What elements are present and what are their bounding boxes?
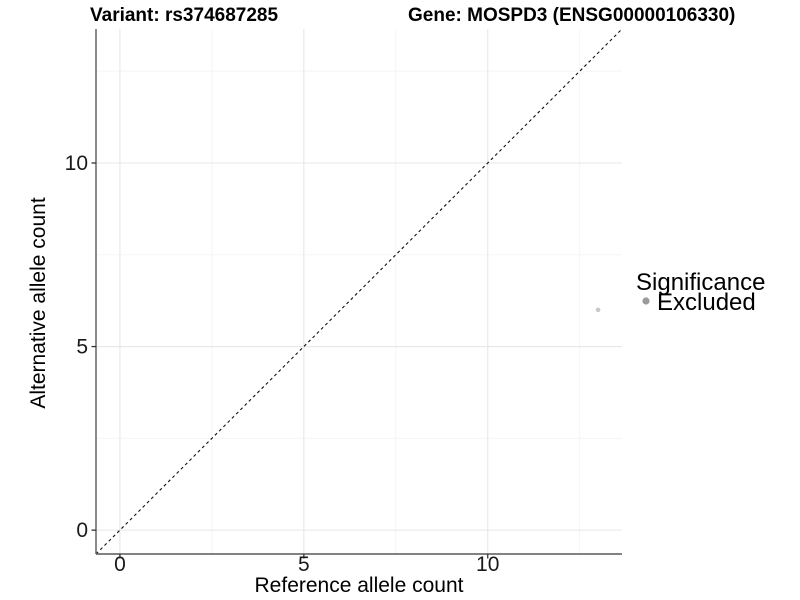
plot-title-gene: Gene: MOSPD3 (ENSG00000106330) — [408, 5, 735, 26]
legend-item-label: Excluded — [657, 289, 756, 316]
plot-panel: 0 5 10 0 5 10 — [65, 28, 623, 576]
x-tick-label: 5 — [298, 553, 310, 576]
data-point — [595, 307, 601, 313]
identity-line — [95, 28, 623, 555]
y-tick-label: 5 — [76, 336, 88, 359]
legend-title: Significance — [636, 269, 765, 296]
y-axis-title: Alternative allele count — [27, 197, 50, 408]
x-tick-label: 0 — [114, 553, 126, 576]
x-axis-title: Reference allele count — [255, 574, 464, 597]
plot-title-variant: Variant: rs374687285 — [90, 5, 278, 26]
legend-key-dot-icon — [642, 297, 650, 305]
y-tick-label: 10 — [65, 152, 88, 175]
y-tick-label: 0 — [76, 519, 88, 542]
x-tick-label: 10 — [476, 553, 499, 576]
legend: Significance Excluded — [636, 269, 765, 316]
